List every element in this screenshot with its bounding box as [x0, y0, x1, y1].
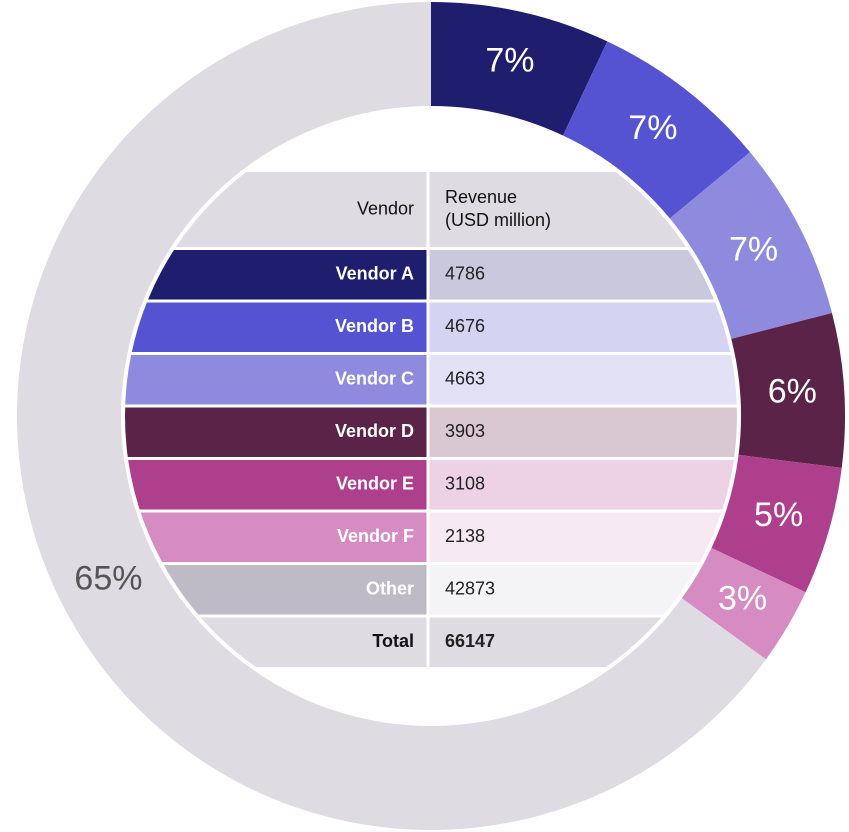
- row-label: Vendor C: [335, 369, 414, 389]
- label-cell: [125, 302, 427, 352]
- percent-label: 7%: [485, 42, 534, 80]
- slice: [681, 547, 806, 660]
- header-label: (USD million): [445, 210, 551, 230]
- row-value: 4786: [445, 264, 485, 284]
- slice: [711, 454, 842, 593]
- row-label: Vendor B: [335, 316, 414, 336]
- slice: [731, 313, 845, 468]
- value-cell: [429, 407, 737, 457]
- row-value: 42873: [445, 579, 495, 599]
- slice: [669, 152, 832, 339]
- label-cell: [125, 355, 427, 405]
- row-label: Vendor E: [336, 474, 414, 494]
- percent-label: 3%: [718, 579, 767, 617]
- slice: [431, 2, 608, 136]
- percent-label: 5%: [754, 496, 803, 534]
- row-value: 2138: [445, 526, 485, 546]
- header-label: Vendor: [357, 198, 414, 218]
- label-cell: [125, 460, 427, 510]
- label-cell: [125, 407, 427, 457]
- header-label: Revenue: [445, 187, 517, 207]
- percent-label: 6%: [768, 372, 817, 410]
- row-value: 4663: [445, 369, 485, 389]
- row-value: 3108: [445, 474, 485, 494]
- row-label: Total: [372, 631, 414, 651]
- table: Vendor Revenue (USD million) Vendor A 4786 Ve…: [125, 172, 737, 667]
- row-label: Vendor D: [335, 421, 414, 441]
- label-cell: [125, 250, 427, 300]
- row-value: 3903: [445, 421, 485, 441]
- row-label: Vendor A: [336, 264, 414, 284]
- row-label: Vendor F: [337, 526, 414, 546]
- value-cell: [429, 355, 737, 405]
- label-cell: [125, 512, 427, 562]
- donut: 7% 7% 7% 6% 5% 3% 65%: [16, 2, 845, 831]
- row-value: 66147: [445, 631, 495, 651]
- value-cell: [429, 460, 737, 510]
- value-cell: [429, 302, 737, 352]
- percent-label: 7%: [628, 109, 677, 147]
- row-value: 4676: [445, 316, 485, 336]
- value-cell: [429, 512, 737, 562]
- row-label: Other: [366, 579, 414, 599]
- slice: [562, 41, 750, 219]
- percent-label: 65%: [74, 559, 142, 597]
- value-cell: [429, 250, 737, 300]
- percent-label: 7%: [729, 231, 778, 269]
